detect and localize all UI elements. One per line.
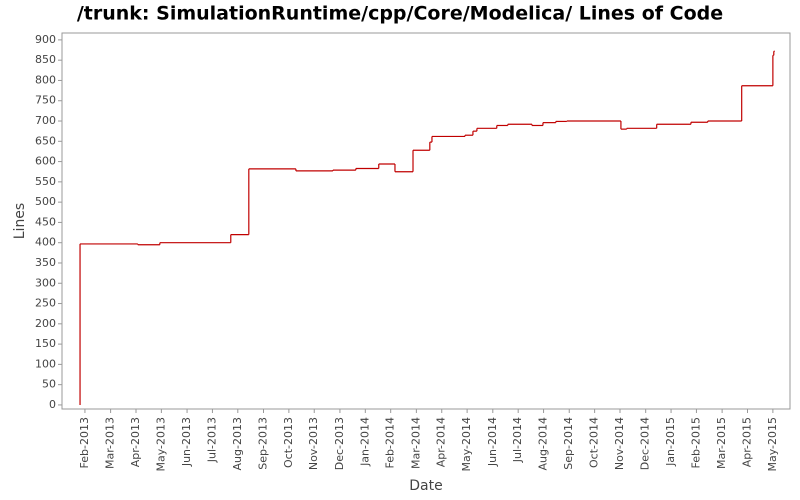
x-axis-label: Date	[409, 478, 442, 494]
x-tick-label: Aug-2013	[231, 417, 244, 470]
y-axis-label: Lines	[12, 203, 28, 239]
y-tick-label: 500	[35, 195, 56, 208]
x-tick-label: Apr-2013	[129, 417, 142, 467]
x-tick-label: Feb-2015	[689, 417, 702, 468]
x-tick-label: Jul-2014	[511, 417, 524, 463]
x-tick-label: Sep-2014	[562, 417, 575, 470]
y-tick-label: 200	[35, 317, 56, 330]
x-tick-label: Feb-2013	[78, 417, 91, 468]
y-tick-label: 50	[42, 378, 56, 391]
plot-area	[61, 32, 791, 410]
x-tick-label: Dec-2014	[639, 417, 652, 470]
x-tick-label: Jan-2015	[664, 417, 677, 467]
x-tick-label: Sep-2013	[256, 417, 269, 470]
y-tick-label: 100	[35, 357, 56, 370]
y-tick-label: 800	[35, 73, 56, 86]
x-tick-label: Mar-2014	[409, 417, 422, 469]
x-tick-label: May-2014	[460, 417, 473, 472]
x-tick-label: Mar-2015	[715, 417, 728, 469]
x-tick-label: Jun-2013	[180, 417, 193, 467]
y-tick-label: 0	[49, 398, 56, 411]
x-tick-label: Oct-2013	[282, 417, 295, 468]
chart-title: /trunk: SimulationRuntime/cpp/Core/Model…	[77, 3, 723, 25]
y-tick-label: 700	[35, 114, 56, 127]
y-tick-label: 600	[35, 155, 56, 168]
y-tick-label: 400	[35, 236, 56, 249]
x-tick-label: May-2013	[154, 417, 167, 472]
x-tick-label: May-2015	[766, 417, 779, 472]
x-tick-label: Nov-2013	[307, 417, 320, 470]
x-tick-label: Apr-2015	[741, 417, 754, 467]
x-tick-label: Jun-2014	[486, 417, 499, 467]
x-tick-label: Oct-2014	[588, 417, 601, 468]
y-tick-label: 300	[35, 276, 56, 289]
y-tick-label: 900	[35, 33, 56, 46]
y-tick-label: 550	[35, 175, 56, 188]
x-tick-label: Feb-2014	[384, 417, 397, 468]
x-tick-label: Mar-2013	[104, 417, 117, 469]
y-tick-label: 250	[35, 297, 56, 310]
x-tick-label: Aug-2014	[537, 417, 550, 470]
x-tick-label: Nov-2014	[613, 417, 626, 470]
x-tick-label: Jan-2014	[358, 417, 371, 467]
x-tick-label: Apr-2014	[435, 417, 448, 467]
y-tick-label: 350	[35, 256, 56, 269]
x-tick-label: Jul-2013	[205, 417, 218, 463]
y-tick-label: 650	[35, 134, 56, 147]
y-tick-label: 750	[35, 94, 56, 107]
y-tick-label: 450	[35, 215, 56, 228]
y-tick-label: 150	[35, 337, 56, 350]
x-tick-label: Dec-2013	[333, 417, 346, 470]
y-tick-label: 850	[35, 53, 56, 66]
